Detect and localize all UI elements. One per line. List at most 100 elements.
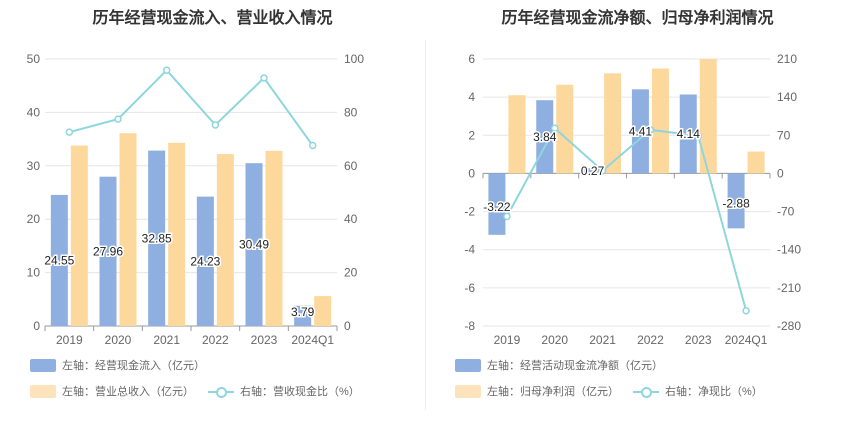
bar-secondary: [168, 142, 186, 326]
bar-secondary: [604, 73, 622, 174]
y-left-tick-label: -2: [464, 205, 475, 219]
ratio-point: [114, 115, 122, 123]
legend-label-inflow[interactable]: 左轴：经营现金流入（亿元）: [62, 360, 205, 372]
bar-data-label: 3.84: [533, 130, 557, 144]
ratio-point: [162, 66, 171, 74]
legend-swatch-net-profit: [455, 384, 481, 398]
bar-primary: [294, 305, 312, 326]
x-tick-label: 2019: [494, 333, 521, 347]
right-chart-title: 历年经营现金流净额、归母净利润情况: [501, 10, 774, 27]
y-left-tick-label: -8: [464, 319, 475, 333]
y-left-tick-label: 50: [27, 52, 41, 66]
ratio-point: [694, 132, 702, 140]
y-right-tick-label: -140: [777, 243, 801, 257]
ratio-point: [65, 128, 74, 136]
y-right-tick-label: -70: [777, 205, 795, 219]
right-chart-panel: 历年经营现金流净额、归母净利润情况 -8 -6 -4 -2 0 2 4 6 -280 -210 -1…: [425, 0, 850, 437]
ratio-line: [506, 126, 748, 312]
ratio-line: [69, 68, 314, 147]
bar-data-label: 3.79: [291, 305, 315, 319]
y-right-tick-label: 60: [344, 159, 358, 173]
right-legend-row-1: 左轴：经营活动现金流净额（亿元）: [455, 357, 663, 373]
x-tick-label: 2023: [685, 333, 712, 347]
panel-divider: [425, 40, 426, 410]
bar-data-label: 32.85: [142, 231, 172, 245]
ratio-point: [551, 124, 559, 132]
legend-line-icon: [633, 385, 659, 398]
bar-secondary: [119, 133, 137, 326]
bar-data-label: -2.88: [722, 197, 750, 211]
x-tick-label: 2020: [105, 333, 132, 347]
left-legend-row-1: 左轴：经营现金流入（亿元）: [30, 357, 205, 373]
bar-data-label: 24.23: [190, 254, 220, 268]
ratio-point: [598, 166, 607, 175]
legend-label-net-ratio[interactable]: 右轴：净现比（%）: [665, 386, 763, 398]
legend-swatch-net-cashflow: [455, 358, 481, 372]
y-left-tick-label: -6: [464, 281, 475, 295]
bar-primary: [584, 168, 602, 174]
bar-secondary: [508, 95, 526, 174]
bar-data-label: 30.49: [239, 238, 269, 252]
y-right-tick-label: 100: [344, 52, 364, 66]
bar-primary: [245, 163, 263, 326]
x-tick-label: 2021: [589, 333, 616, 347]
y-left-tick-label: -4: [464, 243, 475, 257]
bar-primary: [148, 150, 166, 326]
bar-primary: [196, 196, 214, 326]
bar-primary: [488, 173, 506, 235]
y-left-tick-label: 40: [27, 105, 41, 119]
right-legend-row-2: 左轴：归母净利润（亿元） 右轴：净现比（%）: [455, 383, 763, 399]
x-tick-label: 2024Q1: [725, 333, 768, 347]
x-tick-label: 2022: [202, 333, 229, 347]
ratio-point: [211, 121, 220, 129]
ratio-point: [260, 74, 268, 82]
x-tick-label: 2024Q1: [291, 333, 334, 347]
y-right-tick-label: -280: [777, 319, 801, 333]
x-tick-label: 2019: [56, 333, 83, 347]
y-right-tick-label: 80: [344, 105, 358, 119]
legend-line-icon: [208, 385, 234, 398]
bar-secondary: [216, 154, 234, 326]
legend-swatch-revenue: [30, 384, 56, 398]
x-tick-label: 2022: [637, 333, 664, 347]
bar-data-label: 4.41: [629, 124, 653, 138]
bar-data-label: 0.27: [581, 164, 605, 178]
bar-secondary: [70, 145, 88, 326]
left-chart-panel: 历年经营现金流入、营业收入情况 0 10 20 30 40 50 0 20 40 60 80 100 2…: [27, 10, 365, 399]
left-chart-title: 历年经营现金流入、营业收入情况: [92, 10, 333, 27]
left-chart-plot: 0 10 20 30 40 50 0 20 40 60 80 100 2019 2020 2021 2022 2…: [27, 52, 365, 347]
x-tick-label: 2023: [251, 333, 278, 347]
bar-data-label: 27.96: [93, 244, 123, 258]
y-right-tick-label: 140: [777, 90, 797, 104]
legend-label-net-cashflow[interactable]: 左轴：经营活动现金流净额（亿元）: [487, 360, 663, 372]
bar-primary: [50, 194, 68, 326]
y-left-tick-label: 2: [468, 128, 475, 142]
bar-secondary: [699, 59, 717, 174]
y-right-tick-label: 0: [777, 166, 784, 180]
y-right-tick-label: 70: [777, 128, 791, 142]
y-right-tick-label: 0: [344, 319, 351, 333]
bar-primary: [631, 89, 649, 174]
ratio-point: [646, 126, 655, 134]
bar-primary: [99, 176, 117, 326]
bar-secondary: [265, 150, 283, 326]
legend-label-net-profit[interactable]: 左轴：归母净利润（亿元）: [487, 386, 619, 398]
legend-label-ratio[interactable]: 右轴：营收现金比（%）: [240, 386, 360, 398]
bar-primary: [727, 173, 745, 229]
legend-label-revenue[interactable]: 左轴：营业总收入（亿元）: [62, 386, 194, 398]
bar-secondary: [556, 84, 574, 174]
y-left-tick-label: 0: [33, 319, 40, 333]
ratio-point: [308, 141, 317, 150]
bar-data-label: -3.22: [483, 200, 511, 214]
x-tick-label: 2020: [541, 333, 568, 347]
y-left-tick-label: 30: [27, 159, 41, 173]
y-left-tick-label: 0: [468, 166, 475, 180]
bar-secondary: [314, 296, 332, 326]
left-legend-row-2: 左轴：营业总收入（亿元） 右轴：营收现金比（%）: [30, 383, 360, 399]
ratio-point: [742, 306, 750, 315]
ratio-point: [503, 212, 511, 221]
y-left-tick-label: 4: [468, 90, 475, 104]
x-tick-label: 2021: [153, 333, 180, 347]
y-right-tick-label: -210: [777, 281, 801, 295]
bar-secondary: [747, 151, 765, 174]
